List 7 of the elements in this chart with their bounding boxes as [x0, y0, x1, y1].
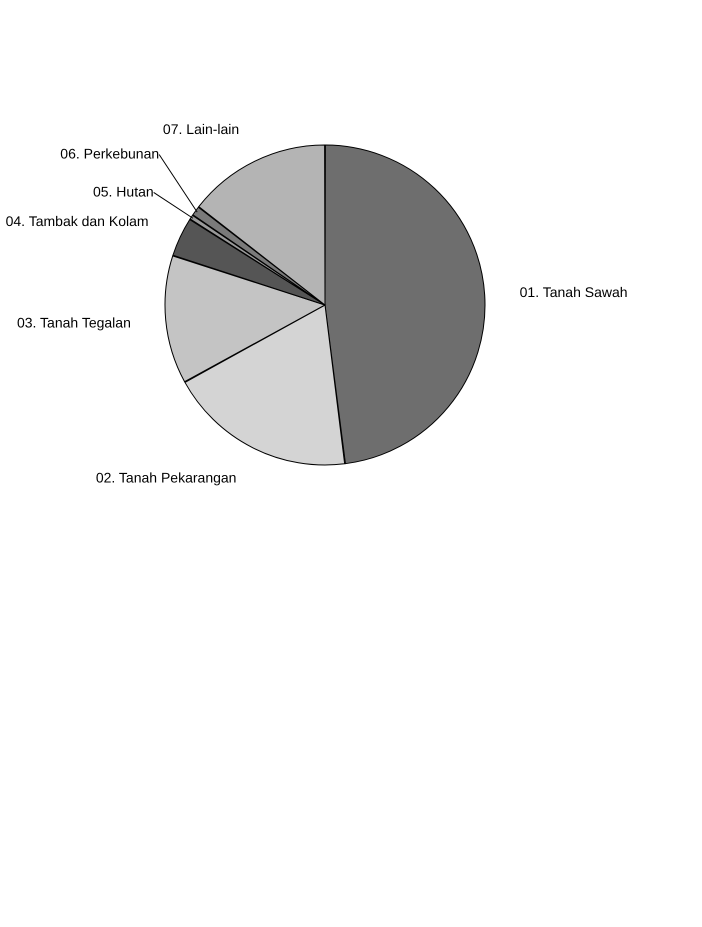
slice-label: 05. Hutan — [92, 183, 154, 200]
slice-label: 06. Perkebunan — [60, 146, 160, 162]
slice-label: 01. Tanah Sawah — [520, 284, 628, 300]
slice-label: 07. Lain-lain — [162, 120, 240, 137]
slice-label: 03. Tanah Tegalan — [16, 314, 131, 330]
slice-label: 04. Tambak dan Kolam — [6, 212, 149, 229]
slice-label: 02. Tanah Pekarangan — [96, 470, 236, 486]
